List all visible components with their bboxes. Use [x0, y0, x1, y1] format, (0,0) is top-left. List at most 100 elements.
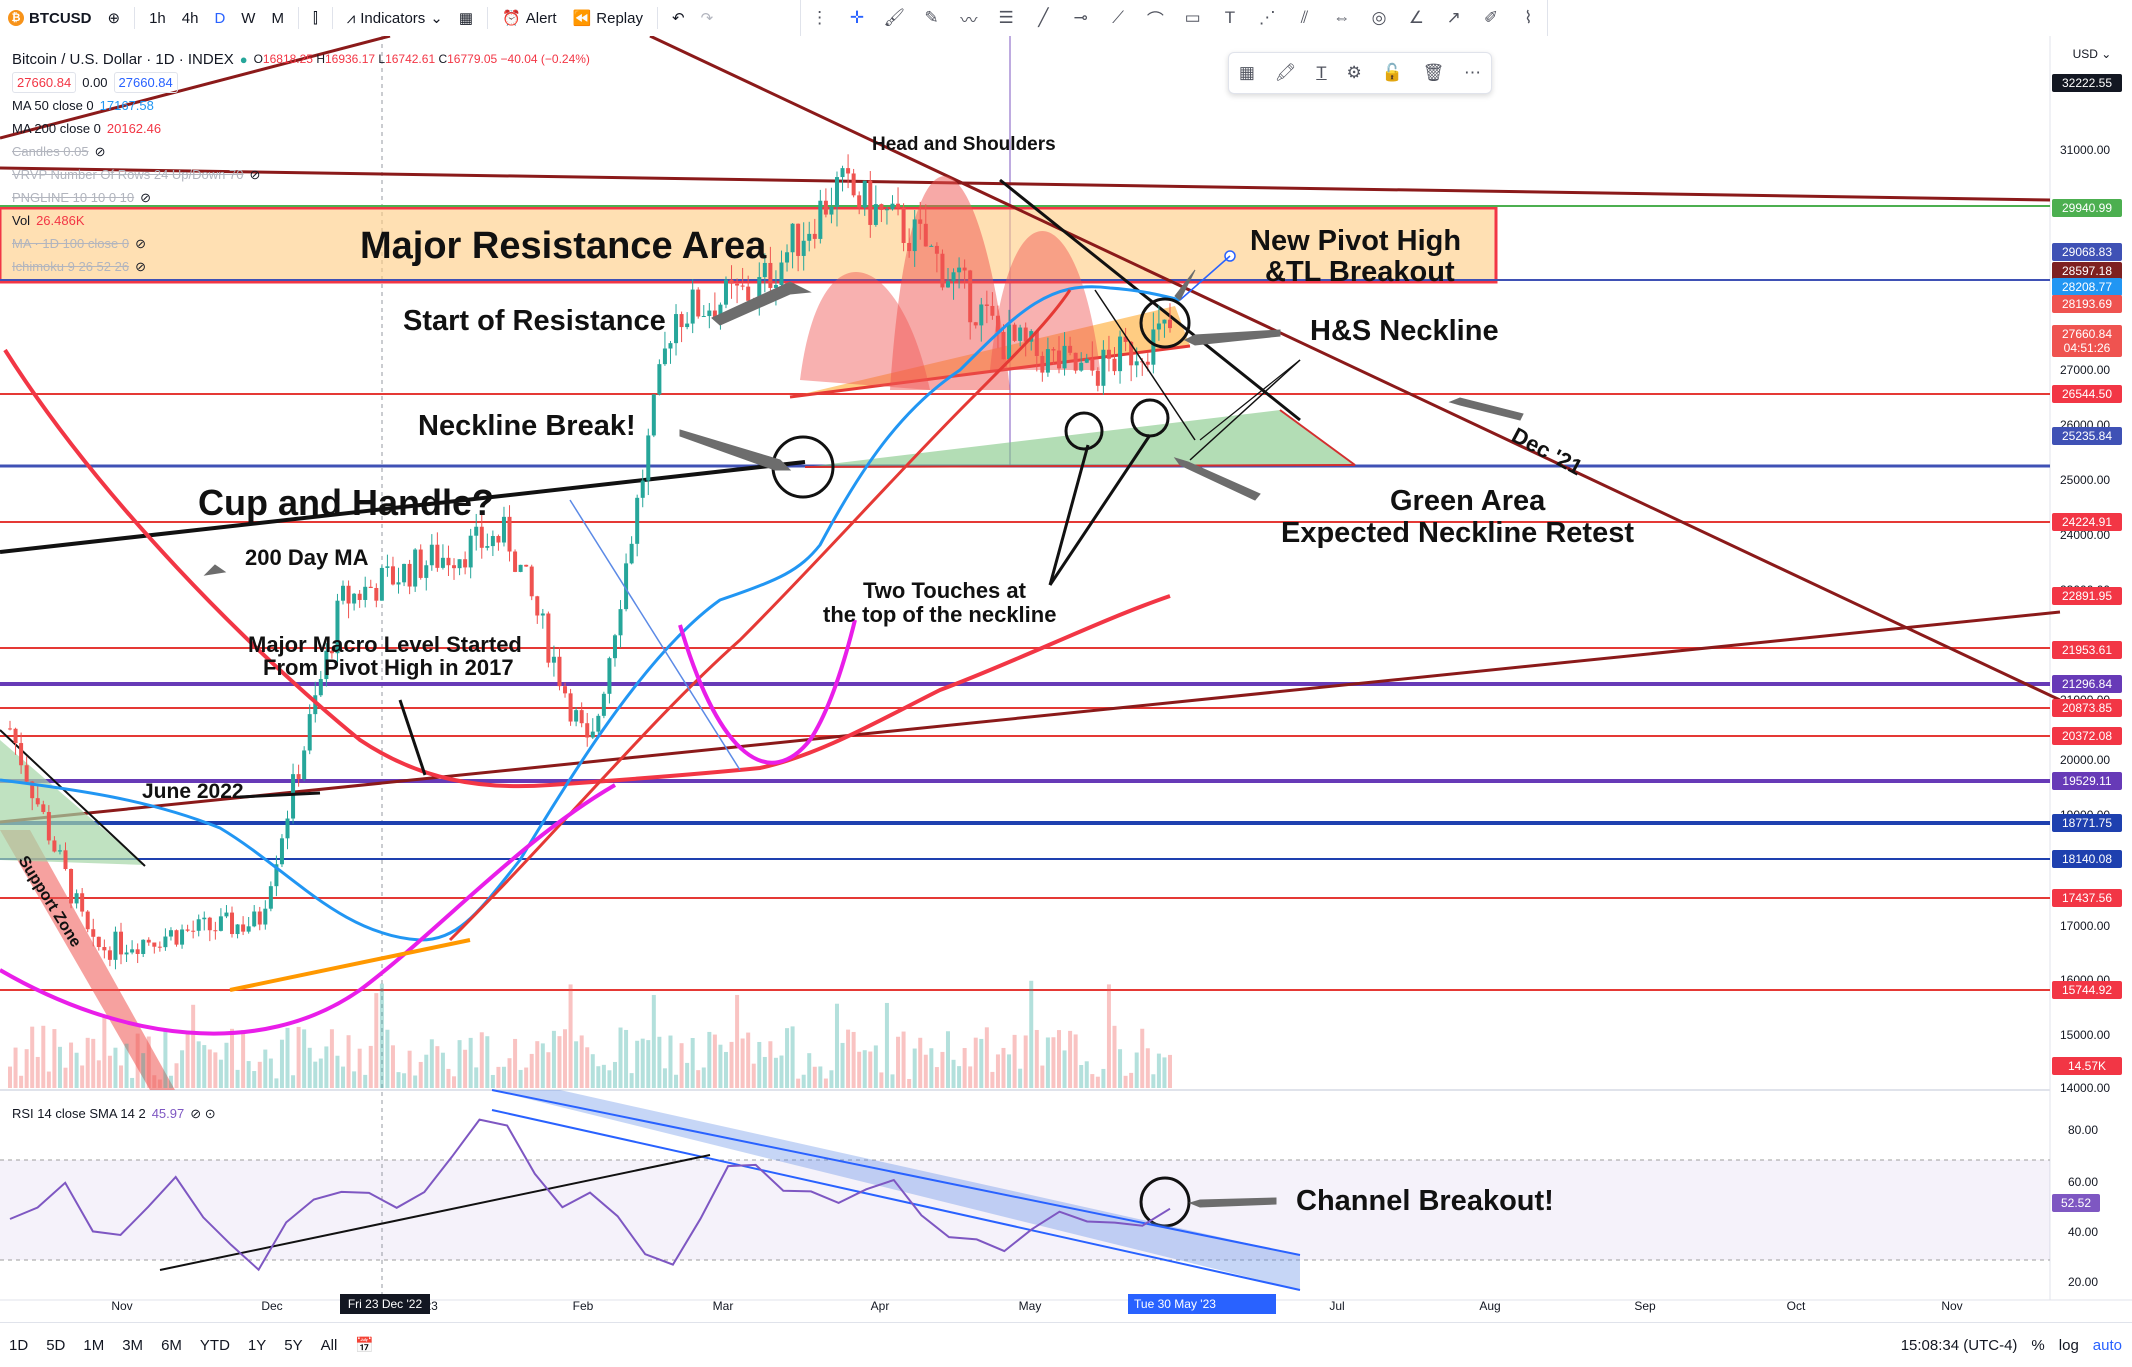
price-badge-label: 17437.56 — [2062, 891, 2112, 905]
candle-body — [535, 596, 540, 616]
interval-d[interactable]: D — [214, 9, 226, 27]
alert-button[interactable]: ⏰ Alert — [494, 9, 565, 28]
path-tool-icon[interactable]: 〰 — [960, 10, 978, 30]
circle-tool-icon[interactable]: ◎ — [1371, 8, 1387, 27]
text-tool-icon[interactable]: T — [1224, 8, 1236, 27]
pen-tool-icon[interactable]: ✎ — [924, 8, 939, 27]
highlighter-tool-icon[interactable]: ✐ — [1483, 8, 1499, 27]
lock-icon[interactable]: 🔓 — [1381, 63, 1403, 82]
candle-body — [185, 929, 190, 931]
study-6[interactable]: MA · 1D 100 close 0 ⊘ — [12, 232, 590, 255]
sell-price[interactable]: 27660.84 — [12, 72, 77, 93]
currency-label[interactable]: USD ⌄ — [2073, 47, 2112, 61]
price-badge-label: 15744.92 — [2062, 983, 2112, 997]
candle-body — [1051, 349, 1056, 351]
text-icon[interactable]: T — [1316, 63, 1327, 82]
eye-off-icon[interactable]: ⊘ — [140, 190, 152, 205]
study-5[interactable]: Vol 26.486K — [12, 209, 590, 232]
range-ytd[interactable]: YTD — [199, 1336, 230, 1354]
eye-off-icon[interactable]: ⊘ — [249, 167, 261, 182]
volume-bar — [979, 1038, 984, 1088]
auto-toggle[interactable]: auto — [2092, 1336, 2122, 1354]
log-toggle[interactable]: log — [2058, 1336, 2079, 1354]
range-all[interactable]: All — [320, 1336, 338, 1354]
percent-toggle[interactable]: % — [2031, 1336, 2045, 1354]
range-tool-icon[interactable]: ⇔ — [1333, 8, 1351, 27]
replay-label: Replay — [596, 9, 643, 27]
buy-price[interactable]: 27660.84 — [113, 72, 178, 93]
grid-icon[interactable]: ▦ — [1238, 63, 1255, 82]
trash-icon[interactable]: 🗑 — [1422, 63, 1445, 82]
eye-icon[interactable]: ⊘ ⊙ — [190, 1106, 216, 1121]
replay-button[interactable]: ⏪ Replay — [565, 9, 651, 28]
rectangle-tool-icon[interactable]: ▭ — [1184, 8, 1201, 27]
volume-bar — [679, 1043, 684, 1088]
interval-1h[interactable]: 1h — [149, 9, 166, 27]
templates-button[interactable]: ▦ — [451, 9, 481, 27]
volume-bar — [557, 1036, 562, 1088]
interval-4h[interactable]: 4h — [181, 9, 199, 27]
clock-label[interactable]: 15:08:34 (UTC-4) — [1900, 1336, 2018, 1354]
range-5y[interactable]: 5Y — [284, 1336, 303, 1354]
range-3m[interactable]: 3M — [122, 1336, 144, 1354]
more-icon[interactable]: ⋯ — [1464, 63, 1482, 82]
volume-bar — [302, 1029, 307, 1088]
hline-tool-icon[interactable]: ⊸ — [1073, 8, 1088, 27]
date-range-button[interactable]: 📅 — [346, 1336, 383, 1354]
volume-bar — [896, 1036, 901, 1088]
range-1m[interactable]: 1M — [83, 1336, 105, 1354]
rsi-tick: 60.00 — [2068, 1175, 2098, 1189]
volume-bar — [757, 1041, 762, 1088]
volume-bar — [912, 1048, 917, 1088]
crosshair-icon[interactable]: ✛ — [849, 8, 865, 27]
study-7[interactable]: Ichimoku 9 26 52 26 ⊘ — [12, 255, 590, 278]
drag-handle-icon[interactable]: ⋮ — [811, 8, 829, 27]
curve-tool-icon[interactable]: ⌒ — [1146, 10, 1164, 30]
study-4[interactable]: PNGLINE 10 10 0 10 ⊘ — [12, 186, 590, 209]
candle-body — [646, 435, 651, 481]
chart-type-button[interactable]: ⫿ — [305, 10, 326, 27]
arrow-tool-icon[interactable]: ↗ — [1446, 8, 1461, 27]
symbol-selector[interactable]: ₿ BTCUSD — [0, 10, 100, 27]
range-1d[interactable]: 1D — [9, 1336, 29, 1354]
drawing-settings-bar: ▦ 🖍 T ⚙ 🔓 🗑 ⋯ — [1228, 52, 1492, 94]
brush-icon[interactable]: 🖍 — [1274, 63, 1297, 82]
price-chart[interactable]: Head and Shoulders Major Resistance Area… — [0, 36, 2132, 1322]
volume-bar — [1034, 1029, 1039, 1088]
rsi-axis[interactable]: 80.00 60.00 40.00 20.00 52.52 — [2052, 1123, 2100, 1289]
interval-m[interactable]: M — [271, 9, 284, 27]
angle-tool-icon[interactable]: ∠ — [1408, 8, 1425, 27]
indicators-button[interactable]: ⩘ Indicators ⌄ — [339, 9, 451, 28]
add-symbol-button[interactable]: ⊕ — [100, 9, 129, 27]
study-3[interactable]: VRVP Number Of Rows 24 Up/Down 70 ⊘ — [12, 163, 590, 186]
wave-tool-icon[interactable]: ⌇ — [1524, 8, 1533, 27]
range-6m[interactable]: 6M — [161, 1336, 182, 1354]
price-badge — [2052, 587, 2122, 605]
study-1[interactable]: MA 200 close 0 20162.46 — [12, 117, 590, 140]
candle-body — [934, 245, 939, 254]
brush-tool-icon[interactable]: 🖌 — [883, 8, 906, 27]
volume-bar — [1056, 1030, 1061, 1088]
range-5d[interactable]: 5D — [46, 1336, 66, 1354]
pattern-tool-icon[interactable]: ⋰ — [1258, 8, 1276, 27]
gear-icon[interactable]: ⚙ — [1346, 63, 1362, 82]
volume-bar — [823, 1078, 828, 1088]
volume-bar — [396, 1072, 401, 1088]
range-1y[interactable]: 1Y — [247, 1336, 267, 1354]
trendline-tool-icon[interactable]: ╱ — [1038, 8, 1049, 27]
channel-tool-icon[interactable]: ⫽ — [1300, 8, 1309, 27]
redo-button[interactable]: ↷ — [693, 9, 722, 27]
candle-body — [840, 168, 845, 178]
study-0[interactable]: MA 50 close 0 17167.58 — [12, 94, 590, 117]
eye-off-icon[interactable]: ⊘ — [94, 144, 106, 159]
eye-off-icon[interactable]: ⊘ — [135, 236, 146, 251]
study-2[interactable]: Candles 0.05 ⊘ — [12, 140, 590, 163]
fib-tool-icon[interactable]: ☰ — [998, 8, 1014, 27]
ray-tool-icon[interactable]: ⟋ — [1112, 8, 1124, 27]
undo-button[interactable]: ↶ — [664, 9, 693, 27]
price-axis[interactable]: 31000.0028000.0027000.0026000.0025000.00… — [2052, 47, 2122, 1095]
interval-w[interactable]: W — [241, 9, 256, 27]
volume-bar — [1023, 1035, 1028, 1088]
eye-off-icon[interactable]: ⊘ — [135, 259, 146, 274]
